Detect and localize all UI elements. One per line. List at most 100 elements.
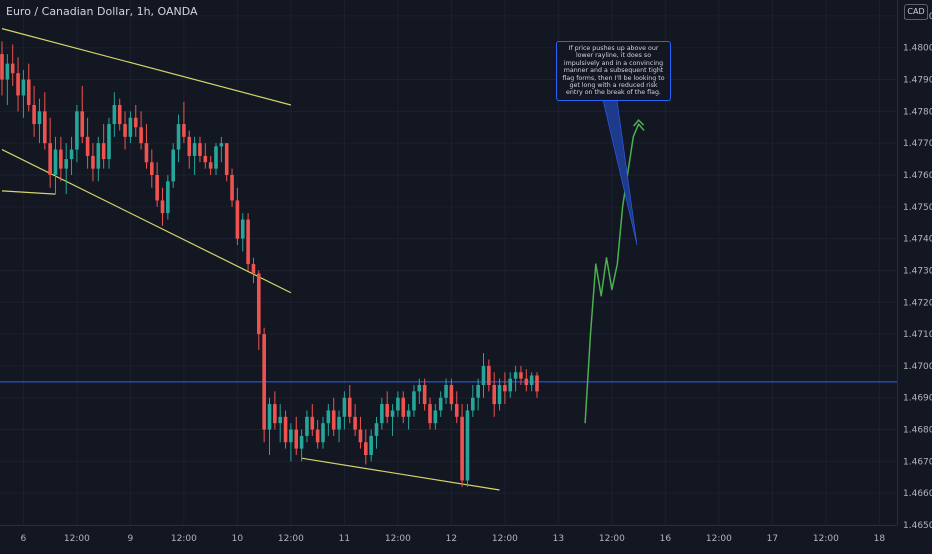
annotation-note[interactable]: If price pushes up above our lower rayli… [556, 41, 671, 101]
candle [133, 105, 138, 137]
candle [26, 63, 31, 112]
candle [117, 98, 122, 131]
candle-body [428, 404, 432, 424]
time-tick-label: 13 [553, 534, 564, 544]
candle [267, 397, 272, 455]
candle [160, 187, 165, 226]
candle [257, 270, 261, 350]
candle [503, 372, 507, 405]
candle [438, 391, 443, 417]
currency-badge[interactable]: CAD [904, 4, 928, 20]
candle-body [331, 410, 336, 430]
candle-body [48, 143, 52, 175]
candle-body [289, 429, 293, 443]
candle [262, 327, 266, 443]
candle-body [240, 219, 245, 239]
candle-body [310, 416, 315, 430]
trendline [1, 28, 292, 106]
candle [321, 416, 325, 449]
candle [390, 404, 395, 436]
grid [0, 0, 897, 525]
candle-body [417, 385, 422, 392]
candle [69, 136, 74, 175]
candle [315, 420, 320, 449]
candle [353, 404, 357, 436]
candle [331, 397, 336, 436]
time-tick-label: 12:00 [813, 534, 839, 544]
candle [487, 359, 491, 392]
candle-body [187, 136, 192, 156]
candle [5, 54, 10, 105]
candle [396, 391, 400, 417]
candle [224, 143, 229, 182]
candle-body [460, 416, 464, 481]
time-tick-label: 12:00 [599, 534, 625, 544]
candle [16, 57, 20, 112]
price-tick-label: 1.47800 [903, 107, 932, 117]
candle [283, 410, 288, 449]
price-tick-label: 1.46600 [903, 489, 932, 499]
candle [401, 391, 406, 424]
candle-body [176, 124, 181, 150]
candle [492, 372, 496, 417]
candle [278, 404, 282, 443]
time-tick-label: 12:00 [171, 534, 197, 544]
candle [417, 378, 422, 405]
candle [294, 416, 299, 455]
candle-body [117, 105, 122, 125]
candle [235, 187, 240, 245]
time-tick-label: 10 [232, 534, 244, 544]
candle [187, 130, 192, 169]
candle-body [32, 105, 36, 125]
candle-body [438, 397, 443, 411]
price-tick-label: 1.48000 [903, 44, 932, 54]
price-tick-label: 1.47600 [903, 171, 932, 181]
price-tick-label: 1.46800 [903, 426, 932, 436]
candle-body [487, 365, 491, 385]
candle-body [433, 410, 438, 424]
candle-body [385, 404, 389, 417]
candle [107, 117, 111, 169]
time-tick-label: 12:00 [64, 534, 90, 544]
price-tick-label: 1.47500 [903, 203, 932, 213]
candle [128, 111, 133, 144]
candle [471, 385, 475, 417]
candle-body [273, 404, 277, 424]
candle [385, 391, 389, 424]
time-tick-label: 12:00 [278, 534, 304, 544]
candle [214, 143, 218, 175]
candle-body [214, 146, 218, 169]
projection-arrowhead [633, 118, 645, 127]
candle [454, 391, 459, 424]
candle [433, 404, 438, 430]
candle [519, 365, 523, 385]
candle [166, 175, 170, 220]
candle-body [454, 404, 459, 417]
candle [171, 143, 175, 188]
candle [123, 111, 127, 150]
candle-body [16, 73, 20, 96]
callout-pointer [602, 99, 638, 246]
price-tick-label: 1.47900 [903, 76, 932, 86]
candle-body [358, 429, 363, 443]
candle [412, 385, 416, 417]
candle-body [257, 273, 261, 335]
candle-body [21, 79, 26, 96]
time-tick-label: 17 [767, 534, 778, 544]
candle [380, 397, 384, 430]
candle [305, 410, 309, 443]
symbol-title[interactable]: Euro / Canadian Dollar, 1h, OANDA [6, 5, 198, 18]
candles [0, 41, 539, 487]
candle-body [64, 159, 68, 169]
price-tick-label: 1.46500 [903, 521, 932, 531]
candle [91, 143, 95, 182]
candle-body [294, 429, 299, 449]
candle [240, 213, 245, 252]
candle-body [337, 416, 341, 430]
candle [529, 372, 534, 392]
candle-body [321, 423, 325, 443]
candle-body [449, 385, 454, 405]
candle [150, 149, 154, 188]
